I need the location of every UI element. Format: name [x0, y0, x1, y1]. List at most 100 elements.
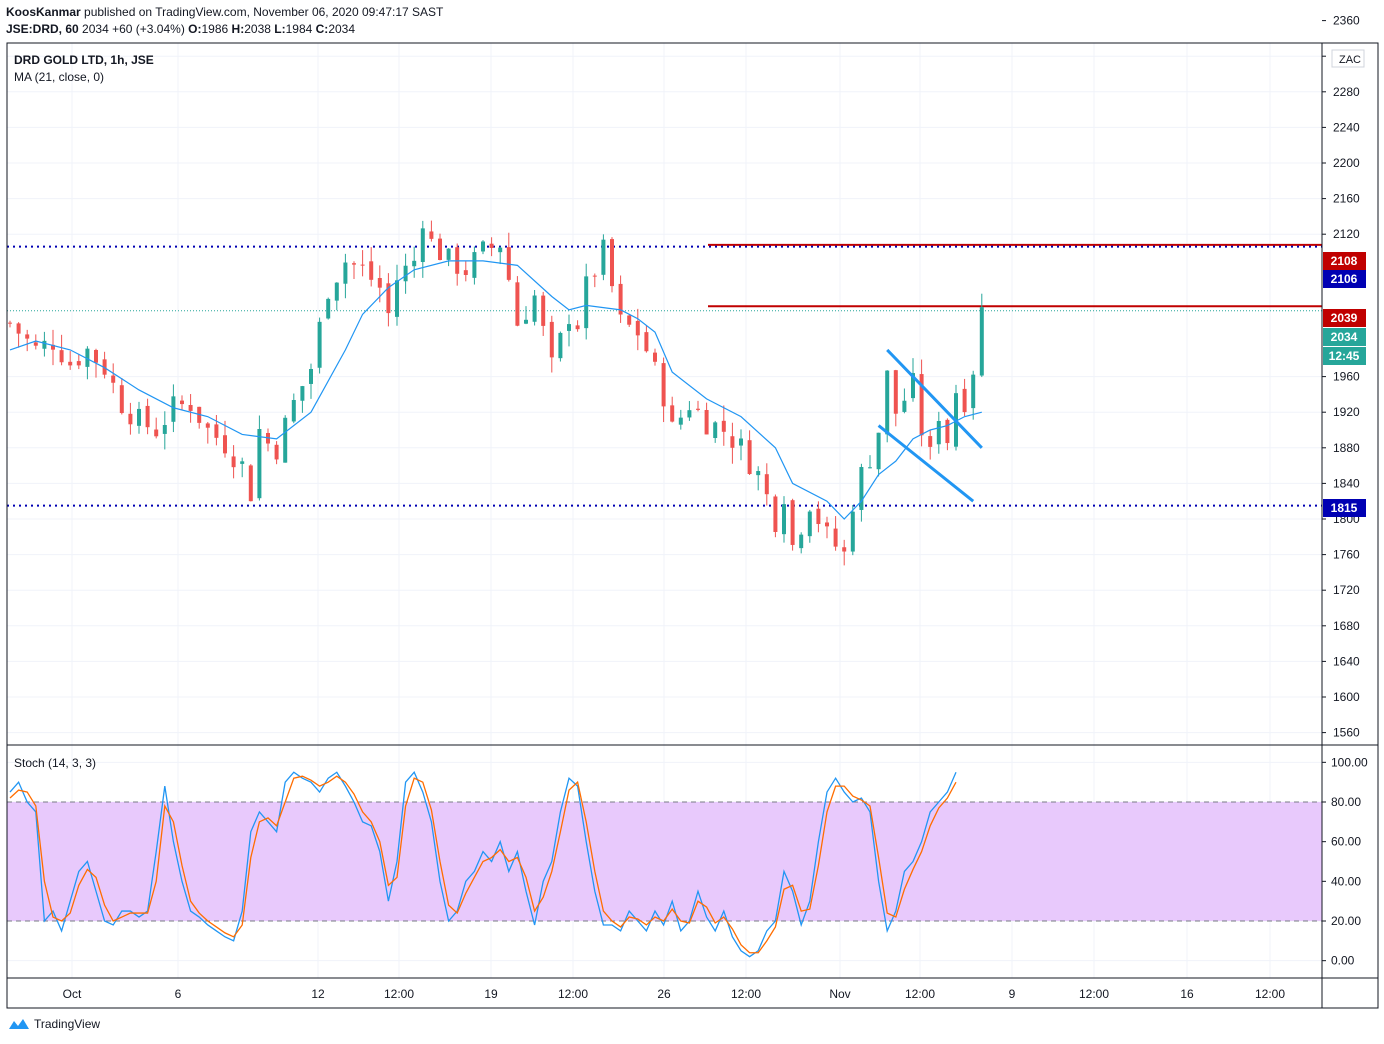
ma-indicator-label: MA (21, close, 0) — [14, 70, 104, 84]
symbol-label: JSE:DRD, 60 — [6, 22, 79, 36]
candle-body — [971, 374, 976, 409]
candle-body — [102, 359, 107, 375]
candle-body — [317, 321, 322, 368]
candle-body — [610, 239, 614, 287]
candle-body — [979, 307, 984, 376]
candle-body — [825, 522, 829, 527]
candle-body — [928, 436, 933, 447]
y-tick-label: 2280 — [1333, 85, 1360, 99]
candle-body — [670, 405, 675, 422]
price-label-box — [1323, 270, 1366, 288]
stoch-tick-label: 20.00 — [1331, 914, 1361, 928]
tradingview-brand: TradingView — [34, 1017, 101, 1031]
candle-body — [403, 265, 408, 282]
chart-frame — [6, 42, 1379, 1009]
price-label-box — [1323, 252, 1366, 270]
candle-body — [145, 405, 150, 428]
candle-body — [377, 278, 382, 288]
candle-body — [283, 417, 288, 463]
y-tick-label: 1720 — [1333, 583, 1360, 597]
close-value: 2034 — [328, 22, 356, 36]
stoch-d-line — [9, 775, 957, 954]
candle-body — [352, 263, 356, 265]
candle-body — [506, 247, 511, 280]
candle-body — [395, 280, 399, 317]
x-tick-label: 12:00 — [731, 987, 761, 1001]
candle-body — [498, 247, 503, 253]
candle-body — [756, 471, 761, 476]
author-name[interactable]: KoosKanmar — [6, 5, 81, 19]
candle-body — [180, 400, 184, 405]
candle-body — [584, 276, 589, 329]
price-label-text: 2039 — [1331, 311, 1358, 325]
candle-body — [420, 228, 425, 263]
x-tick-label: 19 — [484, 987, 498, 1001]
y-tick-label: 2160 — [1333, 192, 1360, 206]
candle-body — [360, 264, 365, 266]
candle-body — [274, 444, 279, 460]
x-tick-label: 9 — [1009, 987, 1016, 1001]
candle-body — [936, 421, 941, 445]
price-label-text: 2108 — [1331, 254, 1358, 268]
candle-body — [696, 408, 700, 410]
tradingview-logo[interactable]: TradingView — [8, 1017, 100, 1031]
price-label-box — [1323, 328, 1366, 346]
price-label-box — [1323, 309, 1366, 327]
candle-body — [386, 283, 391, 314]
high-value: 2038 — [244, 22, 271, 36]
candle-body — [618, 283, 623, 315]
price-label-text: 2034 — [1331, 330, 1358, 344]
publish-text: published on TradingView.com, November 0… — [84, 5, 444, 19]
candle-body — [128, 413, 133, 425]
candle-body — [868, 467, 872, 469]
x-tick-label: 12:00 — [905, 987, 935, 1001]
candle-body — [945, 419, 950, 444]
low-label: L: — [274, 22, 286, 36]
candle-body — [94, 349, 98, 363]
currency-badge — [1331, 49, 1365, 68]
candle-body — [635, 320, 640, 336]
candle-body — [859, 467, 864, 510]
candle-body — [962, 388, 967, 413]
x-tick-label: 12 — [311, 987, 325, 1001]
y-tick-label: 1600 — [1333, 690, 1360, 704]
candle-body — [524, 319, 528, 324]
candle-body — [51, 344, 55, 350]
x-tick-label: 16 — [1180, 987, 1194, 1001]
candle-body — [248, 465, 253, 502]
y-tick-label: 2360 — [1333, 14, 1360, 28]
stoch-title: Stoch (14, 3, 3) — [14, 756, 96, 770]
x-tick-label: Nov — [829, 987, 850, 1001]
x-tick-label: 12:00 — [1255, 987, 1285, 1001]
candle-body — [919, 374, 924, 436]
candle-body — [257, 429, 262, 499]
candle-body — [799, 534, 804, 549]
candle-body — [472, 252, 477, 278]
stoch-tick-label: 100.00 — [1331, 755, 1368, 769]
candle-body — [876, 432, 881, 470]
candle-body — [205, 423, 210, 428]
y-tick-label: 2120 — [1333, 227, 1360, 241]
channel-line-upper[interactable] — [886, 348, 983, 449]
y-tick-label: 1960 — [1333, 370, 1360, 384]
symbol-info: JSE:DRD, 60 2034 +60 (+3.04%) O:1986 H:2… — [6, 22, 355, 36]
candle-body — [773, 496, 778, 532]
price-label-box — [1323, 347, 1366, 365]
channel-line-lower[interactable] — [877, 424, 975, 503]
stoch-tick-label: 0.00 — [1331, 954, 1355, 968]
stoch-tick-label: 60.00 — [1331, 835, 1361, 849]
candle-body — [816, 508, 821, 525]
candle-body — [162, 425, 167, 434]
candle-body — [412, 260, 417, 267]
candle-body — [541, 295, 546, 326]
stoch-tick-label: 40.00 — [1331, 874, 1361, 888]
candle-body — [704, 410, 709, 435]
candle-body — [343, 262, 348, 284]
last-price: 2034 — [82, 22, 109, 36]
candle-body — [627, 315, 632, 325]
candle-body — [68, 361, 73, 366]
candle-body — [300, 386, 305, 401]
candle-body — [575, 325, 580, 330]
candle-body — [833, 528, 838, 547]
